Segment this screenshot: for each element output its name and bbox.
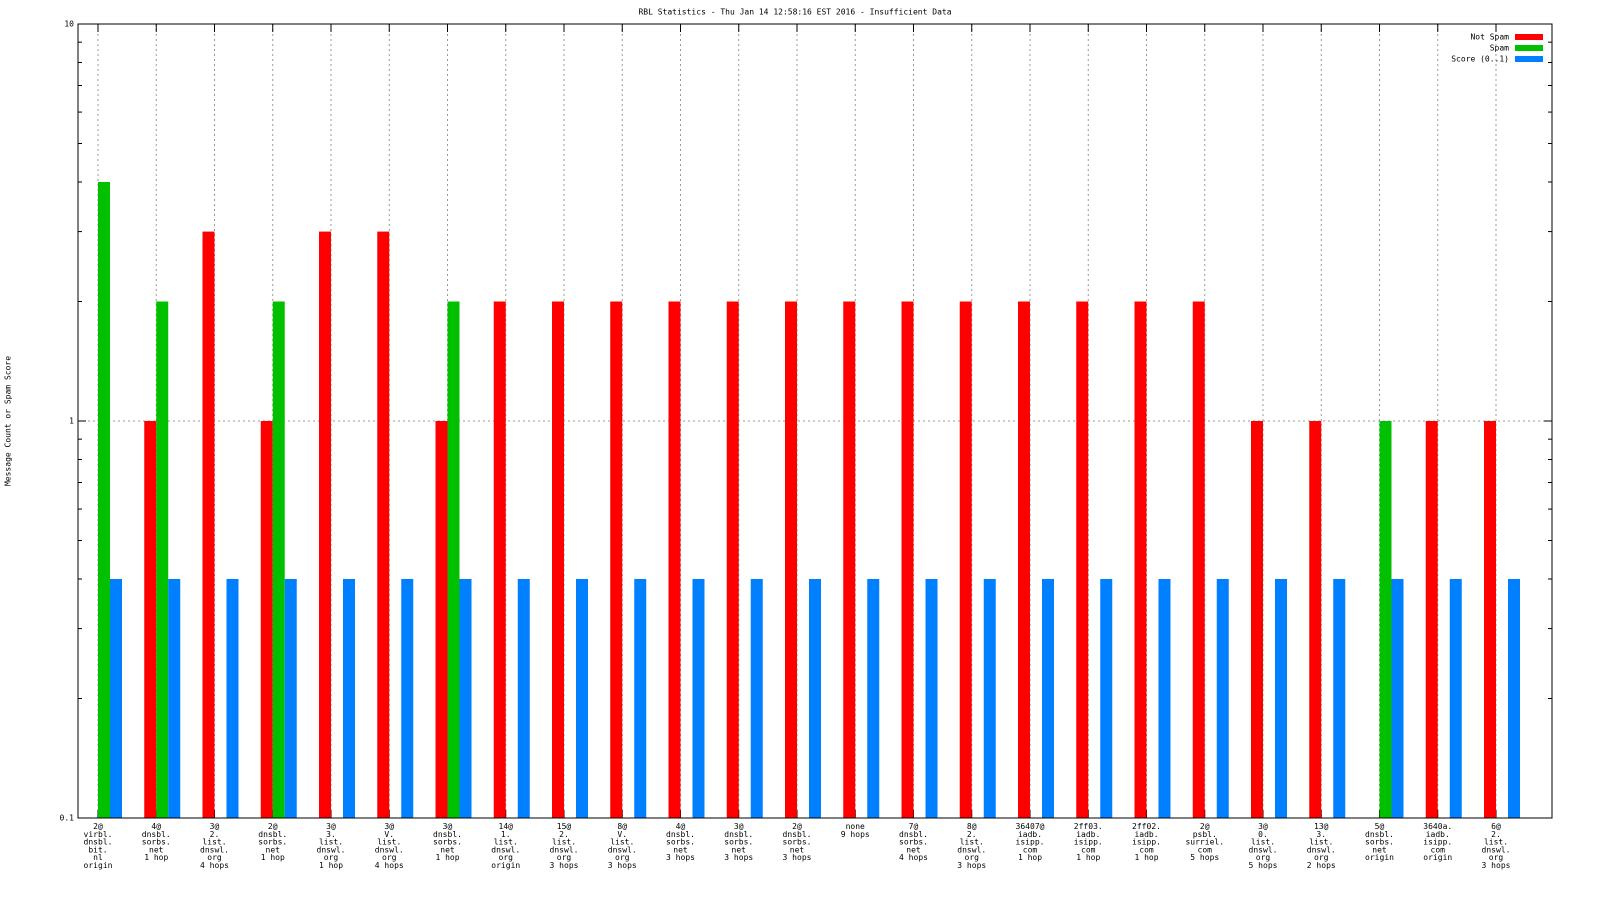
x-tick-label: 6@ 2. list. dnswl. org 3 hops bbox=[1482, 822, 1511, 870]
x-tick-label: 2ff02. iadb. isipp. com 1 hop bbox=[1132, 822, 1161, 862]
bar bbox=[552, 301, 564, 818]
x-tick-label: 3@ V. list. dnswl. org 4 hops bbox=[375, 822, 404, 870]
legend-label: Not Spam bbox=[1470, 33, 1509, 42]
bar bbox=[284, 578, 297, 818]
x-tick-label: 3640a. iadb. isipp. com origin bbox=[1423, 822, 1452, 862]
bar bbox=[750, 578, 763, 818]
bar bbox=[156, 301, 169, 818]
x-tick-label: 14@ 1. list. dnswl. org origin bbox=[491, 822, 520, 870]
x-tick-label: 4@ dnsbl. sorbs. net 3 hops bbox=[666, 822, 695, 862]
x-tick-label: 3@ dnsbl. sorbs. net 1 hop bbox=[433, 822, 462, 862]
bar bbox=[1484, 421, 1496, 818]
x-tick-label: 2ff03. iadb. isipp. com 1 hop bbox=[1074, 822, 1103, 862]
bar bbox=[1309, 421, 1322, 818]
bar bbox=[1216, 578, 1229, 818]
legend-label: Score (0..1) bbox=[1451, 55, 1509, 64]
y-tick-label: 0.1 bbox=[60, 814, 75, 823]
bar bbox=[319, 231, 331, 818]
bar bbox=[983, 578, 996, 818]
bar bbox=[1251, 421, 1263, 818]
bar bbox=[1042, 578, 1054, 818]
bar bbox=[202, 231, 215, 818]
x-tick-label: 4@ dnsbl. sorbs. net 1 hop bbox=[142, 822, 171, 862]
bar bbox=[785, 301, 797, 818]
x-tick-label: 3@ 3. list. dnswl. org 1 hop bbox=[317, 822, 346, 870]
bar bbox=[668, 301, 681, 818]
bar bbox=[260, 421, 273, 818]
legend-swatch bbox=[1515, 45, 1543, 51]
bar bbox=[867, 578, 880, 818]
bar bbox=[493, 301, 506, 818]
x-tick-label: 8@ V. list. dnswl. org 3 hops bbox=[608, 822, 637, 870]
bar bbox=[1158, 578, 1171, 818]
bar bbox=[1100, 578, 1113, 818]
legend-swatch bbox=[1515, 34, 1543, 40]
bar bbox=[343, 578, 355, 818]
bar bbox=[1425, 421, 1438, 818]
x-tick-label: 8@ 2. list. dnswl. org 3 hops bbox=[957, 822, 986, 870]
bar bbox=[809, 578, 821, 818]
x-tick-label: 3@ 0. list. dnswl. org 5 hops bbox=[1249, 822, 1278, 870]
bar bbox=[634, 578, 647, 818]
x-tick-label: 2@ psbl. surriel. com 5 hops bbox=[1185, 822, 1224, 862]
x-tick-label: 3@ 2. list. dnswl. org 4 hops bbox=[200, 822, 229, 870]
plot-border bbox=[77, 23, 1553, 819]
x-tick-label: 2@ virbl. dnsbl. bit. nl origin bbox=[84, 822, 113, 870]
bar bbox=[692, 578, 705, 818]
chart-title: RBL Statistics - Thu Jan 14 12:58:16 EST… bbox=[638, 8, 951, 17]
x-tick-label: 2@ dnsbl. sorbs. net 3 hops bbox=[783, 822, 812, 862]
bar bbox=[1192, 301, 1205, 818]
x-tick-label: 36407@ iadb. isipp. com 1 hop bbox=[1016, 822, 1045, 862]
bar bbox=[843, 301, 856, 818]
bar bbox=[226, 578, 239, 818]
bar bbox=[726, 301, 739, 818]
bar bbox=[447, 301, 460, 818]
legend-swatch bbox=[1515, 56, 1543, 62]
bar bbox=[1018, 301, 1030, 818]
bar bbox=[144, 421, 157, 818]
bar bbox=[1449, 578, 1462, 818]
bar bbox=[959, 301, 972, 818]
x-tick-label: 15@ 2. list. dnswl. org 3 hops bbox=[550, 822, 579, 870]
bar bbox=[377, 231, 390, 818]
bar bbox=[1076, 301, 1089, 818]
bar bbox=[110, 578, 122, 818]
y-tick-label: 1 bbox=[69, 417, 74, 426]
bar bbox=[517, 578, 530, 818]
y-axis-label: Message Count or Spam Score bbox=[4, 356, 13, 486]
bar bbox=[610, 301, 623, 818]
x-tick-label: 13@ 3. list. dnswl. org 2 hops bbox=[1307, 822, 1336, 870]
x-tick-label: 5@ dnsbl. sorbs. net origin bbox=[1365, 822, 1394, 862]
bar bbox=[435, 421, 448, 818]
bar bbox=[168, 578, 181, 818]
bar bbox=[401, 578, 414, 818]
bar bbox=[901, 301, 914, 818]
bar bbox=[1333, 578, 1346, 818]
bar bbox=[1275, 578, 1287, 818]
x-tick-label: none 9 hops bbox=[841, 822, 870, 839]
x-tick-label: 3@ dnsbl. sorbs. net 3 hops bbox=[724, 822, 753, 862]
bar bbox=[1391, 578, 1404, 818]
bar bbox=[98, 181, 110, 818]
bar bbox=[1379, 421, 1392, 818]
bar bbox=[1134, 301, 1147, 818]
y-tick-label: 10 bbox=[64, 20, 74, 29]
bar bbox=[925, 578, 938, 818]
bar bbox=[272, 301, 285, 818]
bar bbox=[1508, 578, 1520, 818]
x-tick-label: 2@ dnsbl. sorbs. net 1 hop bbox=[258, 822, 287, 862]
bar bbox=[459, 578, 472, 818]
legend-label: Spam bbox=[1490, 44, 1509, 53]
bar bbox=[576, 578, 588, 818]
x-tick-label: 7@ dnsbl. sorbs. net 4 hops bbox=[899, 822, 928, 862]
